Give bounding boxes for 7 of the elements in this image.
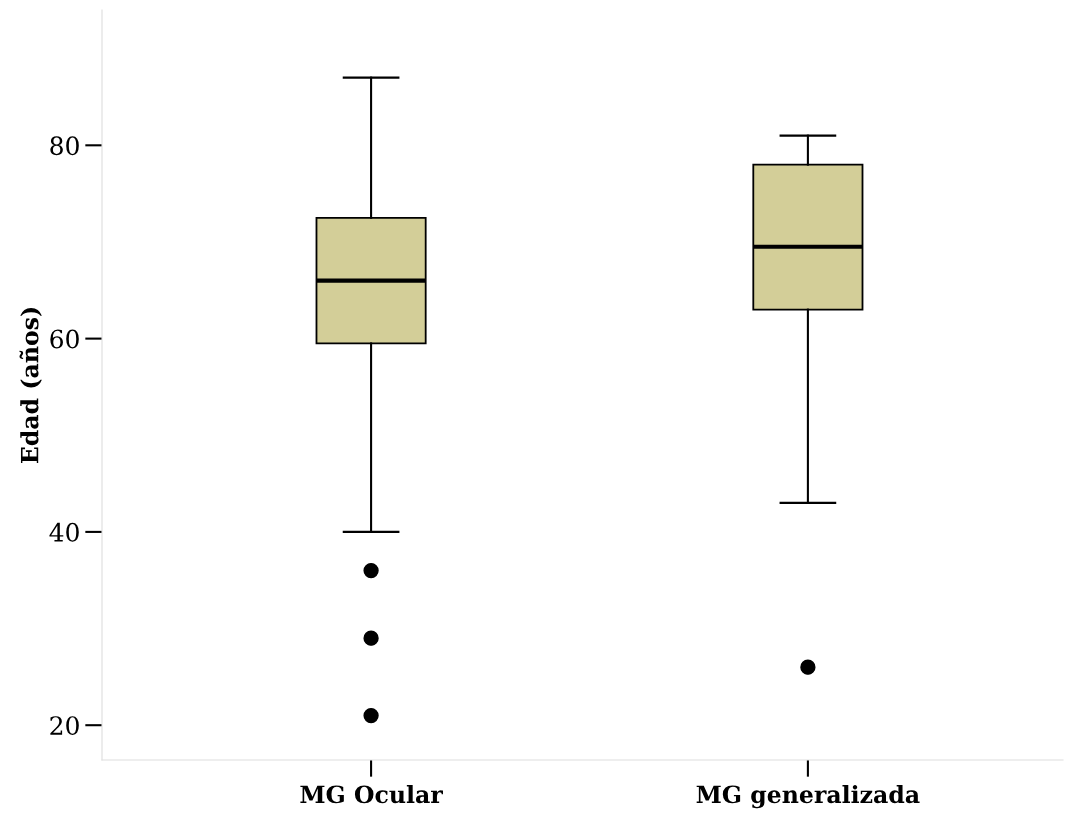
y-tick-label: 20	[50, 716, 79, 736]
y-axis-title: Edad (años)	[19, 308, 42, 464]
y-tick-label: 40	[49, 522, 79, 542]
y-tick-label: 60	[50, 329, 79, 349]
x-tick-label: MG Ocular	[300, 785, 443, 804]
y-tick-label: 80	[50, 136, 79, 156]
x-tick-label: MG generalizada	[696, 785, 920, 809]
